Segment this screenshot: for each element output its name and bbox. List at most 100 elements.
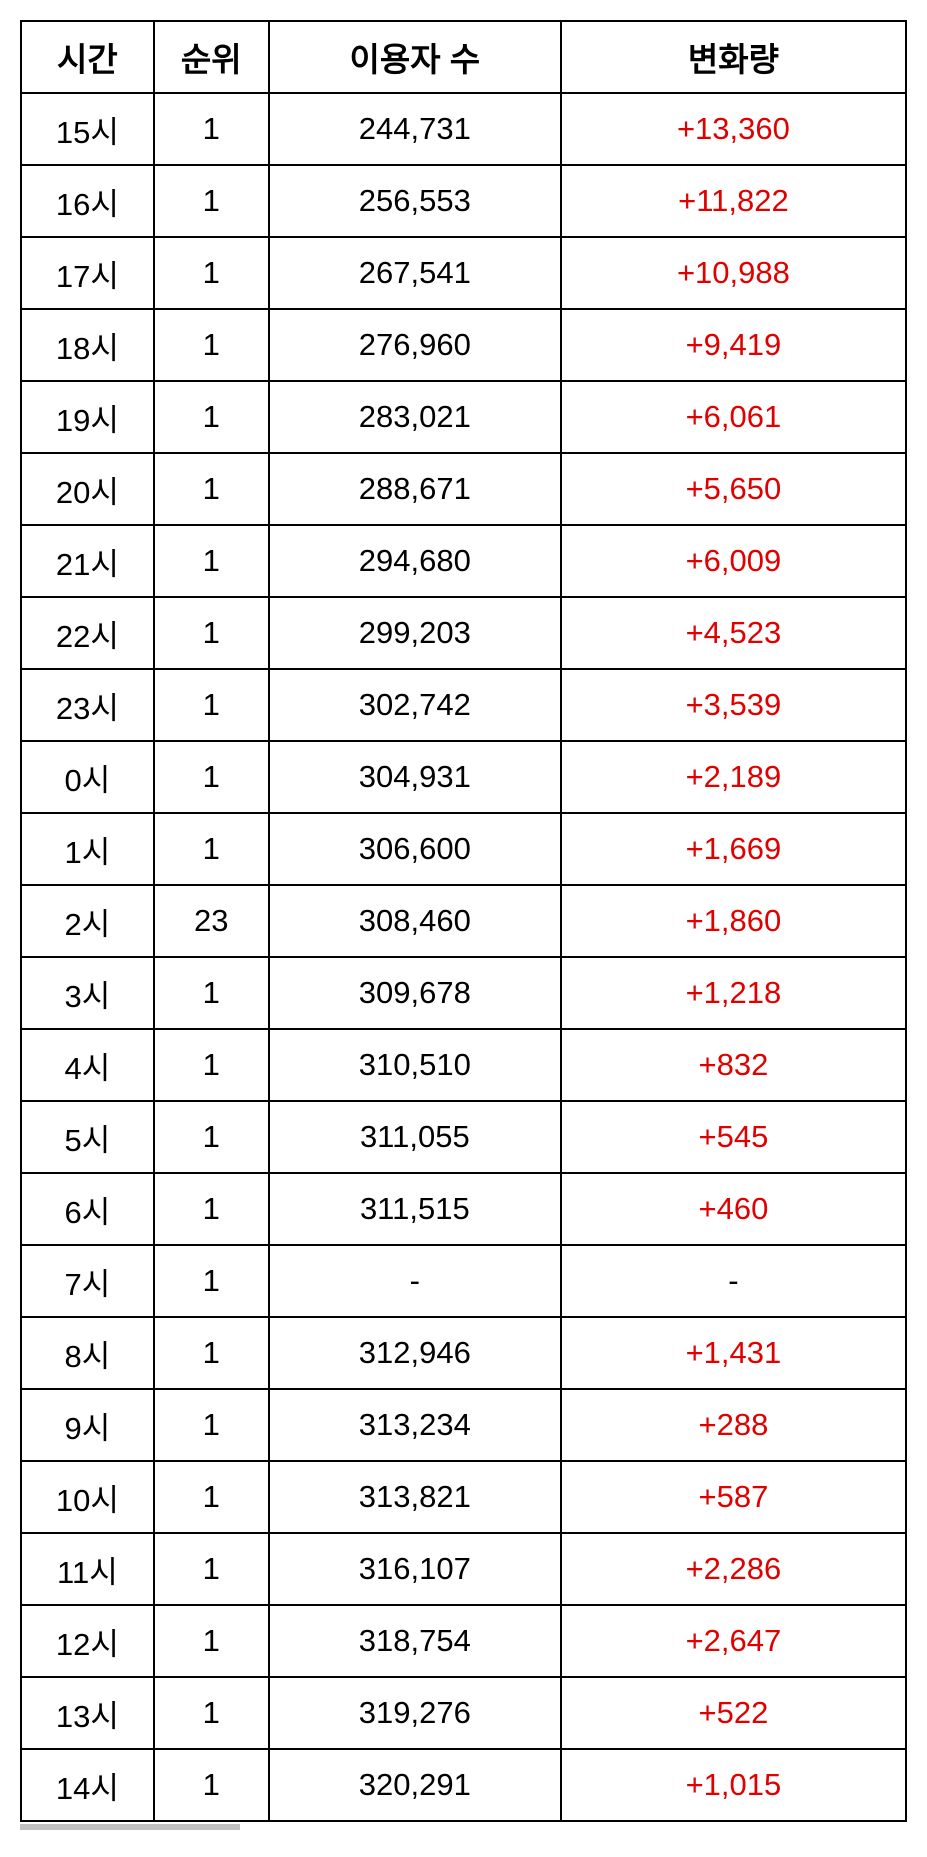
cell-rank: 1	[154, 1749, 269, 1821]
cell-rank: 1	[154, 741, 269, 813]
table-row: 4시1310,510+832	[21, 1029, 906, 1101]
table-row: 17시1267,541+10,988	[21, 237, 906, 309]
cell-change: +522	[561, 1677, 906, 1749]
cell-users: 313,821	[269, 1461, 561, 1533]
cell-change: +1,015	[561, 1749, 906, 1821]
table-header: 시간 순위 이용자 수 변화량	[21, 21, 906, 93]
cell-rank: 1	[154, 813, 269, 885]
cell-change: +288	[561, 1389, 906, 1461]
cell-change: +6,061	[561, 381, 906, 453]
stats-table: 시간 순위 이용자 수 변화량 15시1244,731+13,36016시125…	[20, 20, 907, 1822]
table-row: 15시1244,731+13,360	[21, 93, 906, 165]
table-row: 8시1312,946+1,431	[21, 1317, 906, 1389]
table-row: 10시1313,821+587	[21, 1461, 906, 1533]
table-row: 5시1311,055+545	[21, 1101, 906, 1173]
cell-time: 7시	[21, 1245, 154, 1317]
cell-rank: 1	[154, 1245, 269, 1317]
table-row: 7시1--	[21, 1245, 906, 1317]
cell-users: 304,931	[269, 741, 561, 813]
table-row: 19시1283,021+6,061	[21, 381, 906, 453]
cell-rank: 1	[154, 1677, 269, 1749]
table-row: 2시23308,460+1,860	[21, 885, 906, 957]
cell-change: +3,539	[561, 669, 906, 741]
table-row: 11시1316,107+2,286	[21, 1533, 906, 1605]
cell-rank: 1	[154, 597, 269, 669]
cell-change: +2,286	[561, 1533, 906, 1605]
header-change: 변화량	[561, 21, 906, 93]
cell-rank: 1	[154, 1029, 269, 1101]
cell-rank: 1	[154, 237, 269, 309]
table-row: 16시1256,553+11,822	[21, 165, 906, 237]
cell-users: 283,021	[269, 381, 561, 453]
cell-time: 16시	[21, 165, 154, 237]
cell-users: 320,291	[269, 1749, 561, 1821]
cell-change: +6,009	[561, 525, 906, 597]
cell-users: 309,678	[269, 957, 561, 1029]
cell-time: 0시	[21, 741, 154, 813]
cell-users: 308,460	[269, 885, 561, 957]
cell-change: +13,360	[561, 93, 906, 165]
cell-change: +460	[561, 1173, 906, 1245]
cell-time: 23시	[21, 669, 154, 741]
cell-rank: 1	[154, 669, 269, 741]
cell-rank: 1	[154, 165, 269, 237]
cell-rank: 1	[154, 309, 269, 381]
cell-users: 299,203	[269, 597, 561, 669]
cell-time: 3시	[21, 957, 154, 1029]
cell-time: 1시	[21, 813, 154, 885]
cell-users: 306,600	[269, 813, 561, 885]
cell-change: +587	[561, 1461, 906, 1533]
header-time: 시간	[21, 21, 154, 93]
cell-rank: 1	[154, 1317, 269, 1389]
table-row: 14시1320,291+1,015	[21, 1749, 906, 1821]
cell-time: 21시	[21, 525, 154, 597]
cell-users: 318,754	[269, 1605, 561, 1677]
cell-users: 294,680	[269, 525, 561, 597]
cell-time: 2시	[21, 885, 154, 957]
horizontal-scrollbar-indicator[interactable]	[20, 1824, 240, 1830]
table-row: 18시1276,960+9,419	[21, 309, 906, 381]
table-row: 1시1306,600+1,669	[21, 813, 906, 885]
cell-change: +5,650	[561, 453, 906, 525]
cell-rank: 1	[154, 1173, 269, 1245]
cell-rank: 1	[154, 1389, 269, 1461]
cell-change: +1,218	[561, 957, 906, 1029]
cell-rank: 1	[154, 1101, 269, 1173]
cell-users: 244,731	[269, 93, 561, 165]
cell-change: +11,822	[561, 165, 906, 237]
cell-change: +2,189	[561, 741, 906, 813]
cell-users: 319,276	[269, 1677, 561, 1749]
cell-rank: 1	[154, 381, 269, 453]
cell-users: 302,742	[269, 669, 561, 741]
table-row: 21시1294,680+6,009	[21, 525, 906, 597]
cell-change: +1,431	[561, 1317, 906, 1389]
cell-rank: 1	[154, 525, 269, 597]
table-container: 시간 순위 이용자 수 변화량 15시1244,731+13,36016시125…	[20, 20, 907, 1830]
cell-time: 11시	[21, 1533, 154, 1605]
cell-change: +4,523	[561, 597, 906, 669]
cell-change: -	[561, 1245, 906, 1317]
cell-users: 312,946	[269, 1317, 561, 1389]
cell-time: 8시	[21, 1317, 154, 1389]
table-row: 23시1302,742+3,539	[21, 669, 906, 741]
cell-rank: 1	[154, 1605, 269, 1677]
header-users: 이용자 수	[269, 21, 561, 93]
cell-time: 5시	[21, 1101, 154, 1173]
cell-time: 9시	[21, 1389, 154, 1461]
cell-time: 15시	[21, 93, 154, 165]
cell-users: 313,234	[269, 1389, 561, 1461]
cell-change: +10,988	[561, 237, 906, 309]
cell-users: 311,515	[269, 1173, 561, 1245]
cell-time: 17시	[21, 237, 154, 309]
cell-users: 256,553	[269, 165, 561, 237]
cell-time: 20시	[21, 453, 154, 525]
cell-change: +2,647	[561, 1605, 906, 1677]
cell-time: 18시	[21, 309, 154, 381]
cell-users: 276,960	[269, 309, 561, 381]
cell-rank: 1	[154, 1461, 269, 1533]
cell-time: 10시	[21, 1461, 154, 1533]
cell-time: 19시	[21, 381, 154, 453]
table-row: 12시1318,754+2,647	[21, 1605, 906, 1677]
table-row: 0시1304,931+2,189	[21, 741, 906, 813]
table-row: 3시1309,678+1,218	[21, 957, 906, 1029]
